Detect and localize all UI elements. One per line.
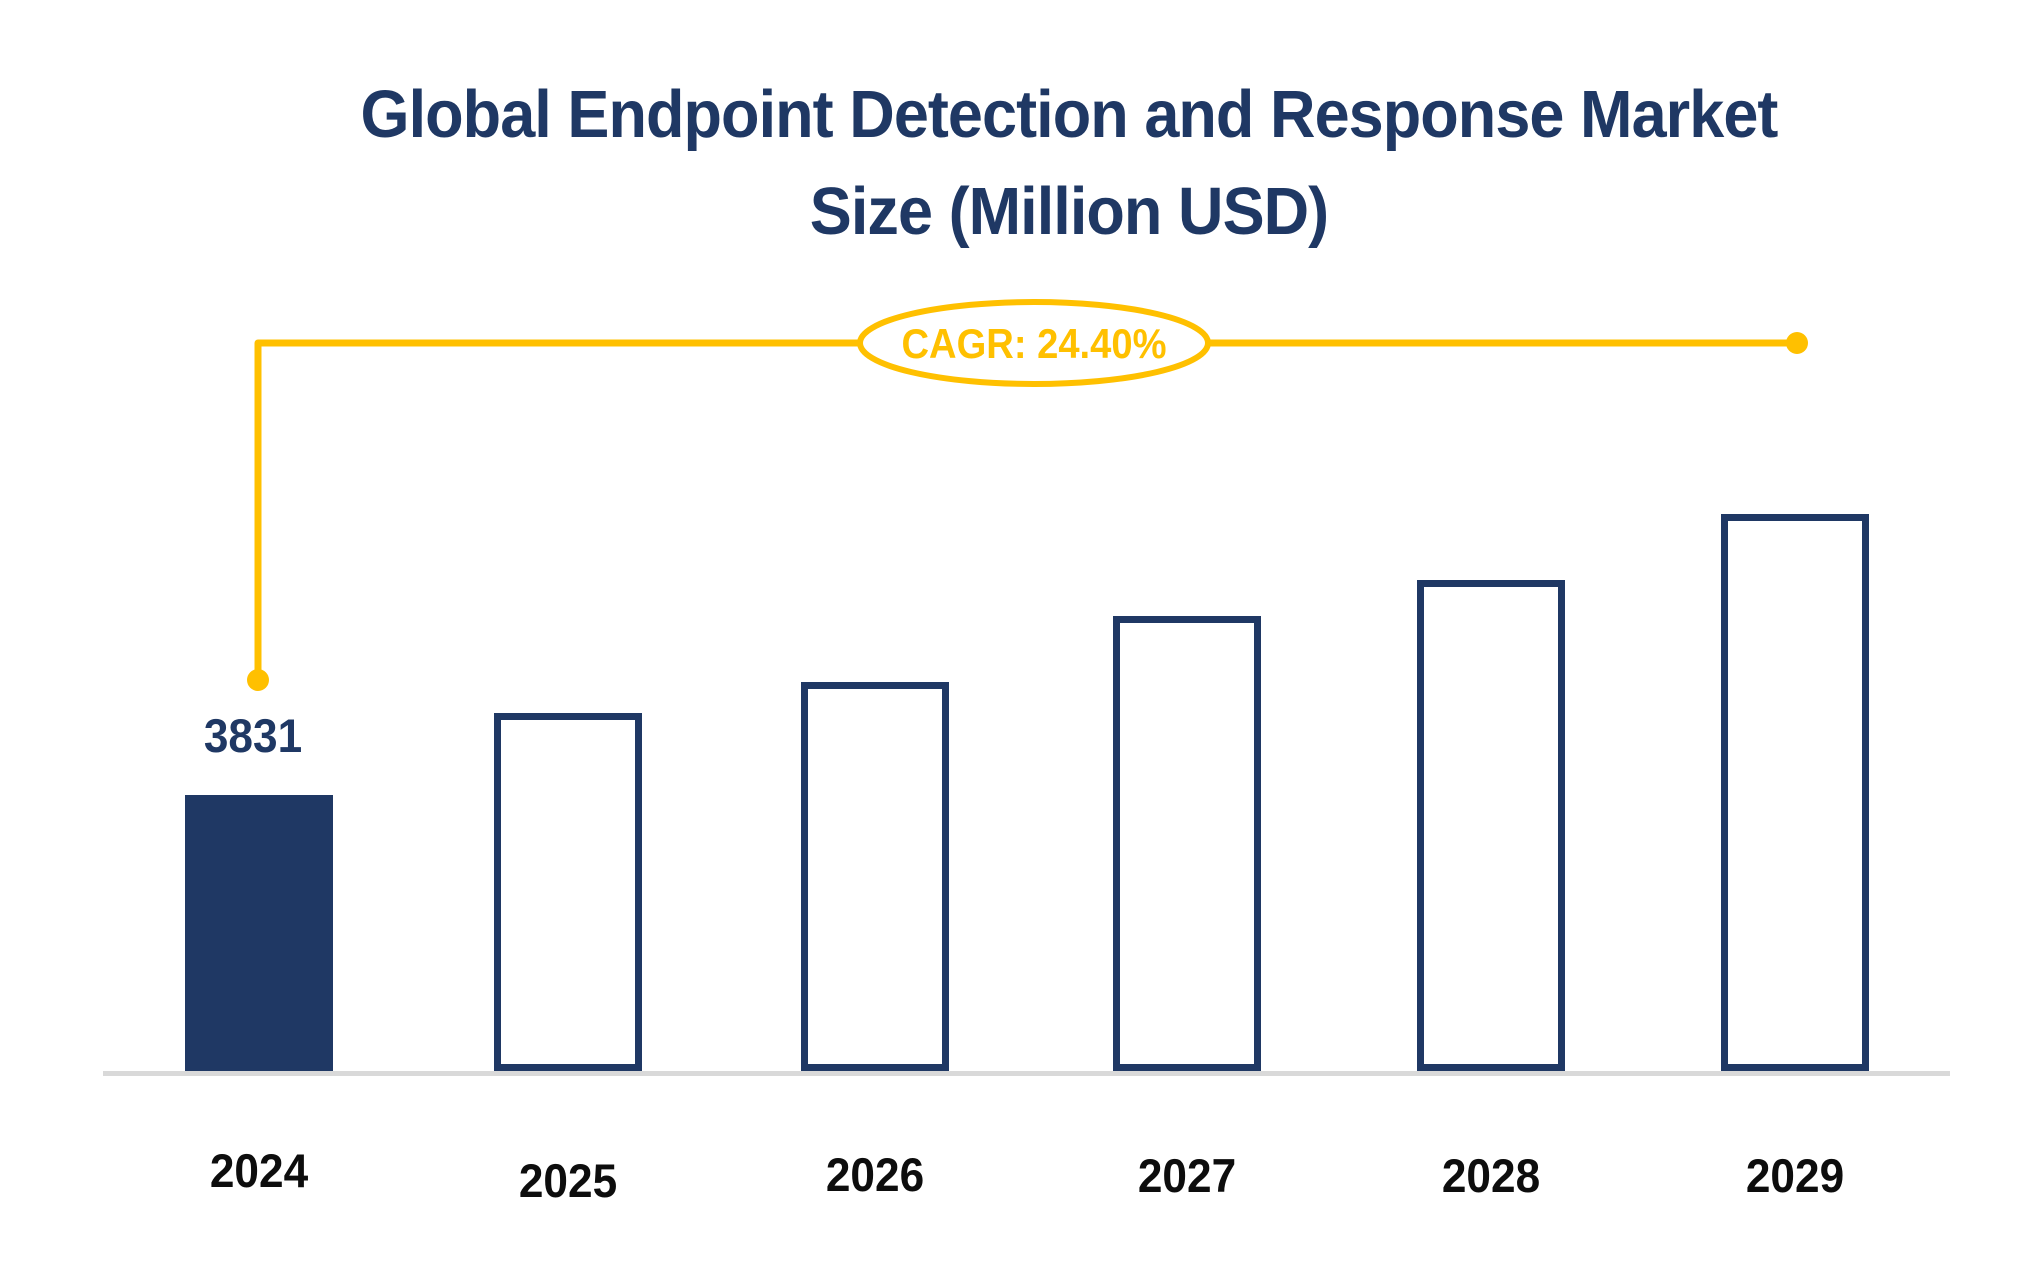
callout-end-dot	[1786, 332, 1808, 354]
x-axis-line	[103, 1071, 1950, 1076]
x-tick-2028: 2028	[1441, 1149, 1541, 1202]
bar-2028	[1417, 580, 1565, 1071]
chart-title-line2: Size (Million USD)	[809, 174, 1329, 249]
callout-ellipse	[857, 299, 1211, 387]
callout-connector-line	[254, 339, 1797, 680]
bar-2027	[1113, 616, 1261, 1071]
x-tick-2026: 2026	[825, 1148, 925, 1201]
bar-2026	[801, 682, 949, 1071]
bar-2025	[494, 713, 642, 1071]
x-tick-2027: 2027	[1137, 1149, 1237, 1202]
bar-2024	[185, 795, 333, 1071]
chart-title: Global Endpoint Detection and Response M…	[56, 66, 2026, 260]
chart-title-line1: Global Endpoint Detection and Response M…	[360, 77, 1779, 152]
callout-start-dot	[247, 669, 269, 691]
bar-value-label-2024: 3831	[203, 709, 303, 762]
x-tick-2024: 2024	[209, 1144, 309, 1197]
x-tick-2025: 2025	[518, 1154, 618, 1207]
bar-2029	[1721, 514, 1869, 1071]
cagr-label: CAGR: 24.40%	[902, 320, 1167, 367]
x-tick-2029: 2029	[1745, 1149, 1845, 1202]
